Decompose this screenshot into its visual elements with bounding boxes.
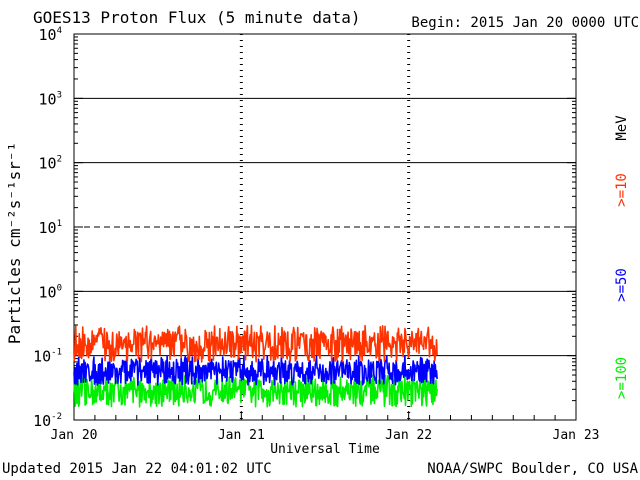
updated-timestamp: Updated 2015 Jan 22 04:01:02 UTC <box>2 461 272 477</box>
source-credit: NOAA/SWPC Boulder, CO USA <box>427 461 638 477</box>
series-line-ge10 <box>73 324 438 363</box>
legend-unit-mev: MeV <box>614 115 630 141</box>
legend-ge50: >=50 <box>614 268 630 302</box>
x-axis-label: Universal Time <box>270 442 380 457</box>
y-tick-label: 101 <box>39 219 62 237</box>
data-series <box>73 324 438 408</box>
y-tick-exponent: -2 <box>51 412 62 422</box>
day-marker-lines <box>239 34 411 420</box>
y-tick-exponent: -1 <box>51 348 62 358</box>
y-tick-label: 100 <box>39 283 62 301</box>
y-tick-exponent: 3 <box>57 90 62 100</box>
y-tick-exponent: 2 <box>57 155 62 165</box>
y-axis-label: Particles cm⁻²s⁻¹sr⁻¹ <box>5 142 24 344</box>
series-line-ge50 <box>73 354 438 386</box>
legend-ge100: >=100 <box>614 357 630 399</box>
y-tick-label: 104 <box>39 26 62 44</box>
y-tick-label: 103 <box>39 90 62 108</box>
x-tick-label: Jan 21 <box>218 428 265 443</box>
x-tick-label: Jan 20 <box>51 428 98 443</box>
energy-legend: MeV >=10 >=50 >=100 <box>614 115 630 399</box>
begin-label: Begin: 2015 Jan 20 0000 UTC <box>411 15 639 31</box>
y-tick-exponent: 0 <box>57 283 62 293</box>
series-line-ge100 <box>73 374 438 408</box>
gridlines <box>74 97 576 357</box>
x-tick-label: Jan 23 <box>553 428 600 443</box>
x-tick-label: Jan 22 <box>385 428 432 443</box>
x-axis-ticks: Jan 20 Jan 21 Jan 22 Jan 23 <box>51 411 600 443</box>
y-tick-label: 10-1 <box>33 348 62 366</box>
chart-title: GOES13 Proton Flux (5 minute data) <box>33 8 361 27</box>
y-tick-exponent: 4 <box>57 26 62 36</box>
y-tick-label: 102 <box>39 155 62 173</box>
y-tick-exponent: 1 <box>57 219 62 229</box>
legend-ge10: >=10 <box>614 173 630 207</box>
